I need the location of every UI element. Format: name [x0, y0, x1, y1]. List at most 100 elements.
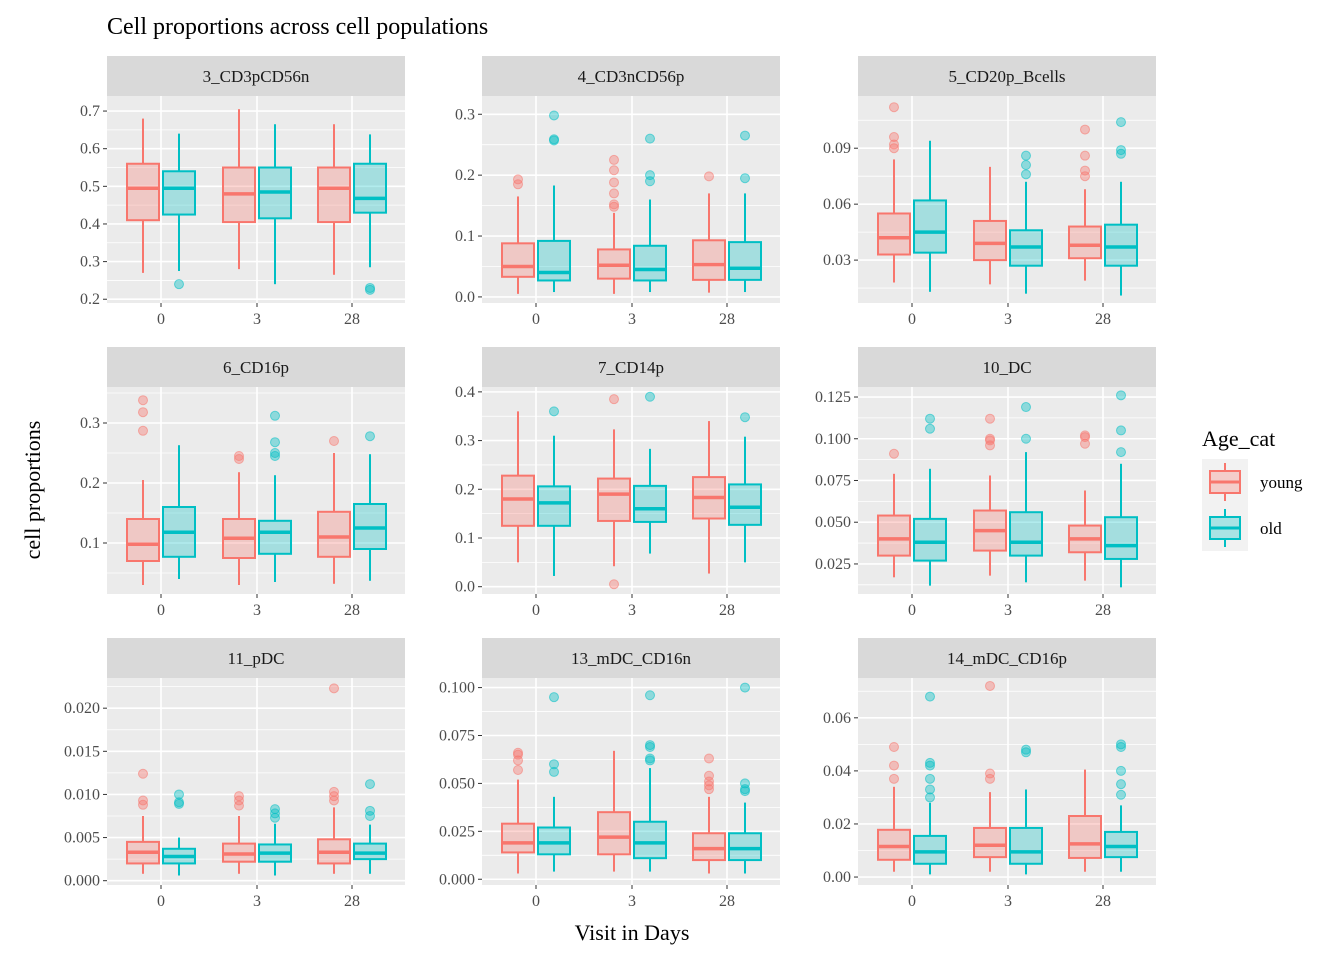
y-tick-label: 0.075	[439, 728, 475, 745]
outlier-point	[138, 768, 148, 779]
box-young-day-3	[597, 154, 631, 294]
y-tick-label: 0.2	[80, 291, 100, 308]
y-tick-label: 0.3	[80, 415, 100, 432]
box-iqr	[633, 484, 667, 523]
box-iqr	[501, 242, 535, 278]
outlier-point	[174, 279, 184, 290]
outlier-point	[513, 765, 523, 775]
x-tick-label: 0	[532, 311, 540, 328]
outlier-point	[925, 784, 935, 795]
outlier-point	[1116, 779, 1126, 790]
box-iqr	[317, 166, 351, 224]
outlier-point	[889, 132, 899, 143]
outlier-point	[1021, 744, 1031, 755]
box-old-day-3	[1009, 402, 1043, 583]
box-young-day-0	[877, 448, 911, 578]
y-tick-label: 0.2	[455, 481, 475, 498]
outlier-point	[1021, 169, 1031, 180]
y-tick-label: 0.09	[823, 140, 851, 157]
x-tick-label: 0	[908, 311, 916, 328]
x-tick-label: 0	[157, 602, 165, 619]
box-iqr	[728, 483, 762, 526]
outlier-point	[513, 174, 523, 185]
box-old-day-3	[258, 124, 292, 285]
box-old-day-0	[537, 406, 571, 576]
outlier-point	[270, 437, 280, 448]
facet-panel-5-cd20p-bcells: 5_CD20p_Bcells 0.03 0.06 0.09 0 3 28	[823, 56, 1156, 328]
y-tick-label: 0.1	[455, 530, 475, 547]
box-young-day-0	[877, 742, 911, 872]
box-young-day-28	[1068, 769, 1102, 872]
box-iqr	[597, 477, 631, 522]
outlier-point	[365, 282, 375, 293]
outlier-point	[513, 755, 523, 766]
outlier-point	[925, 760, 935, 771]
outlier-point	[889, 773, 899, 784]
box-iqr	[353, 162, 387, 214]
outlier-point	[740, 173, 750, 184]
box-iqr	[126, 518, 160, 562]
box-iqr	[633, 244, 667, 282]
outlier-point	[549, 692, 559, 703]
box-young-day-0	[877, 102, 911, 283]
legend-key-old: old	[1202, 505, 1282, 551]
box-iqr	[913, 834, 947, 865]
x-tick-label: 28	[1095, 311, 1111, 328]
box-young-day-3	[597, 394, 631, 590]
facet-panel-3-cd3pcd56n: 3_CD3pCD56n 0.2 0.3 0.4 0.5 0.6 0.7 0 3 28	[80, 56, 405, 328]
x-tick-label: 0	[908, 602, 916, 619]
y-tick-label: 0.000	[64, 873, 100, 890]
outlier-point	[1116, 739, 1126, 750]
outlier-point	[609, 165, 619, 176]
y-tick-label: 0.025	[815, 556, 851, 573]
box-young-day-28	[317, 124, 351, 275]
facet-panel-14-mdc-cd16p: 14_mDC_CD16p 0.00 0.02 0.04 0.06 0 3 28	[823, 638, 1156, 910]
legend: Age_cat young old	[1202, 426, 1303, 551]
outlier-point	[365, 779, 375, 790]
box-old-day-3	[633, 391, 667, 554]
box-young-day-3	[973, 166, 1007, 285]
outlier-point	[549, 110, 559, 121]
facet-strip	[107, 638, 405, 678]
y-tick-label: 0.6	[80, 141, 100, 158]
facet-panel-11-pdc: 11_pDC 0.000 0.005 0.010 0.015 0.020 0 3 28	[64, 638, 405, 910]
y-tick-label: 0.005	[64, 830, 100, 847]
outlier-point	[549, 406, 559, 417]
box-iqr	[317, 510, 351, 558]
outlier-point	[1116, 425, 1126, 436]
outlier-point	[1116, 390, 1126, 401]
outlier-point	[645, 740, 655, 751]
box-young-day-28	[1068, 124, 1102, 281]
box-young-day-28	[692, 171, 726, 293]
box-old-day-3	[1009, 150, 1043, 294]
box-young-day-28	[317, 436, 351, 584]
legend-title: Age_cat	[1202, 426, 1275, 451]
outlier-point	[985, 768, 995, 779]
box-old-day-0	[537, 110, 571, 293]
y-tick-label: 0.06	[823, 710, 851, 727]
y-tick-label: 0.1	[455, 228, 475, 245]
box-young-day-28	[1068, 430, 1102, 581]
facet-strip-label: 11_pDC	[228, 649, 285, 668]
y-tick-label: 0.100	[815, 431, 851, 448]
facet-panel-13-mdc-cd16n: 13_mDC_CD16n 0.000 0.025 0.050 0.075 0.100 0 3 2…	[439, 638, 780, 910]
box-young-day-0	[126, 768, 160, 874]
y-tick-label: 0.2	[455, 167, 475, 184]
outlier-point	[1021, 160, 1031, 170]
box-iqr	[913, 199, 947, 254]
outlier-point	[925, 792, 935, 803]
box-iqr	[692, 832, 726, 862]
y-tick-label: 0.5	[80, 178, 100, 195]
box-iqr	[501, 822, 535, 854]
y-tick-label: 0.7	[80, 103, 100, 120]
outlier-point	[925, 757, 935, 768]
box-young-day-28	[317, 683, 351, 874]
outlier-point	[740, 778, 750, 789]
outlier-point	[645, 133, 655, 144]
y-tick-label: 0.03	[823, 252, 851, 269]
outlier-point	[740, 412, 750, 423]
outlier-point	[138, 407, 148, 418]
facet-strip-label: 3_CD3pCD56n	[203, 67, 310, 86]
